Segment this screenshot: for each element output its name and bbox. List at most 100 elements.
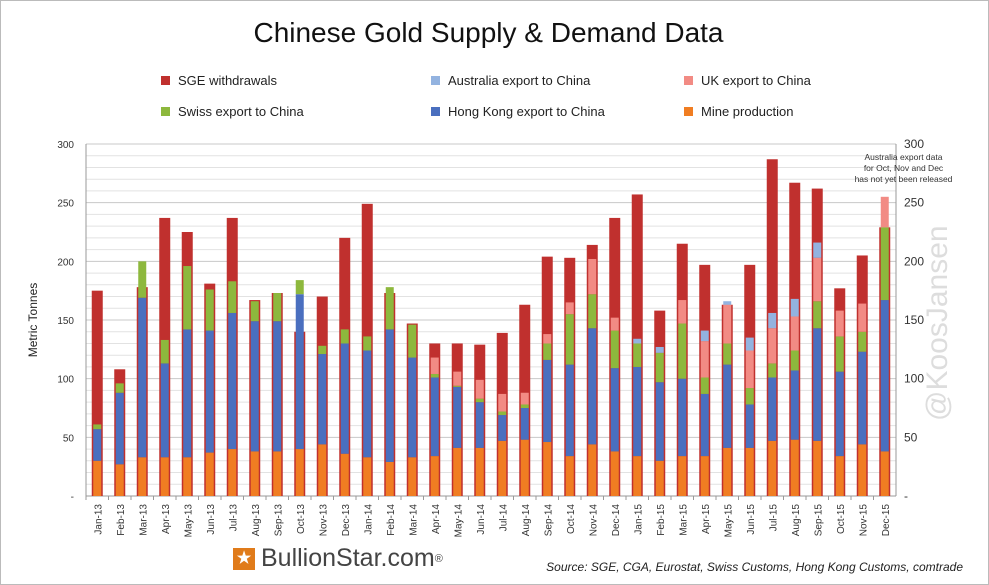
bar-australia-export-to-china	[655, 346, 664, 353]
bar-mine-production	[385, 461, 394, 496]
bar-mine-production	[543, 442, 552, 496]
bar-uk-export-to-china	[835, 310, 844, 337]
y-tick-label-right: 150	[904, 313, 924, 327]
bar-swiss-export-to-china	[160, 339, 169, 364]
x-tick-label: May-13	[183, 504, 194, 538]
bar-mine-production	[835, 456, 844, 496]
bar-hong-kong-export-to-china	[835, 371, 844, 457]
bar-swiss-export-to-china	[183, 266, 192, 330]
x-tick-label: Oct-14	[566, 504, 577, 534]
bar-swiss-export-to-china	[700, 377, 709, 394]
y-tick-label-left: 300	[57, 140, 74, 151]
bar-mine-production	[160, 457, 169, 496]
bar-mine-production	[655, 460, 664, 496]
bar-hong-kong-export-to-china	[408, 357, 417, 458]
bar-swiss-export-to-china	[295, 280, 304, 295]
x-tick-label: Aug-15	[791, 504, 802, 537]
bar-australia-export-to-china	[633, 338, 642, 344]
bar-hong-kong-export-to-china	[250, 321, 259, 452]
x-tick-label: Apr-15	[701, 504, 712, 534]
bar-australia-export-to-china	[745, 337, 754, 351]
bar-mine-production	[768, 440, 777, 496]
bar-swiss-export-to-china	[723, 343, 732, 365]
bar-swiss-export-to-china	[115, 383, 124, 393]
annotation-line: has not yet been released	[854, 174, 953, 184]
bar-mine-production	[880, 451, 889, 496]
bar-hong-kong-export-to-china	[475, 402, 484, 448]
bar-swiss-export-to-china	[543, 343, 552, 360]
bar-mine-production	[408, 457, 417, 496]
bar-uk-export-to-china	[588, 258, 597, 295]
bar-uk-export-to-china	[475, 379, 484, 399]
bar-mine-production	[363, 457, 372, 496]
logo-registered: ®	[434, 552, 443, 565]
bar-australia-export-to-china	[768, 312, 777, 329]
bar-mine-production	[138, 457, 147, 496]
bar-swiss-export-to-china	[790, 350, 799, 371]
bar-mine-production	[790, 439, 799, 496]
bar-uk-export-to-china	[498, 393, 507, 412]
x-tick-label: Sep-15	[813, 504, 824, 537]
x-tick-label: Dec-13	[341, 504, 352, 537]
bar-sge-withdrawals	[91, 290, 103, 496]
bar-uk-export-to-china	[858, 303, 867, 332]
y-tick-label-right: -	[904, 489, 908, 503]
legend-label: Australia export to China	[448, 73, 591, 88]
bar-hong-kong-export-to-china	[700, 393, 709, 457]
y-tick-label-left: -	[71, 492, 74, 503]
bar-hong-kong-export-to-china	[723, 364, 732, 448]
bar-swiss-export-to-china	[835, 336, 844, 372]
bar-uk-export-to-china	[768, 328, 777, 364]
legend-swatch	[161, 107, 170, 116]
bar-swiss-export-to-china	[250, 301, 259, 322]
bar-hong-kong-export-to-china	[138, 297, 147, 458]
bar-swiss-export-to-china	[880, 227, 889, 301]
bar-swiss-export-to-china	[633, 343, 642, 367]
bar-hong-kong-export-to-china	[228, 312, 237, 450]
bar-mine-production	[115, 464, 124, 496]
bar-hong-kong-export-to-china	[745, 404, 754, 448]
bar-swiss-export-to-china	[520, 404, 529, 408]
annotation-line: Australia export data	[864, 152, 943, 162]
bar-hong-kong-export-to-china	[318, 354, 327, 445]
bar-hong-kong-export-to-china	[858, 351, 867, 445]
bar-swiss-export-to-china	[205, 289, 214, 331]
bar-uk-export-to-china	[543, 334, 552, 344]
legend-item: SGE withdrawals	[161, 73, 277, 88]
bar-swiss-export-to-china	[453, 385, 462, 387]
bar-swiss-export-to-china	[273, 293, 282, 322]
bar-australia-export-to-china	[700, 330, 709, 342]
bar-hong-kong-export-to-china	[205, 330, 214, 453]
bar-australia-export-to-china	[813, 242, 822, 258]
x-tick-label: Feb-15	[656, 504, 667, 536]
logo-icon: ★	[233, 547, 255, 570]
bar-hong-kong-export-to-china	[183, 329, 192, 458]
bar-mine-production	[273, 451, 282, 496]
bar-hong-kong-export-to-china	[385, 329, 394, 462]
y-tick-label-right: 200	[904, 254, 924, 268]
annotation-line: for Oct, Nov and Dec	[863, 163, 944, 173]
legend-item: Australia export to China	[431, 73, 590, 88]
bar-hong-kong-export-to-china	[93, 429, 102, 461]
bar-swiss-export-to-china	[858, 331, 867, 352]
annotation-note: Australia export data for Oct, Nov and D…	[846, 152, 961, 185]
x-tick-label: May-14	[453, 504, 464, 538]
bar-hong-kong-export-to-china	[453, 386, 462, 448]
bar-hong-kong-export-to-china	[295, 294, 304, 450]
bar-swiss-export-to-china	[475, 398, 484, 403]
bar-uk-export-to-china	[813, 257, 822, 302]
x-tick-label: Jun-14	[476, 504, 487, 535]
bar-swiss-export-to-china	[408, 324, 417, 358]
bar-mine-production	[520, 439, 529, 496]
bar-mine-production	[250, 451, 259, 496]
bar-uk-export-to-china	[700, 341, 709, 378]
logo-text: BullionStar.com	[261, 544, 435, 572]
bar-mine-production	[318, 444, 327, 496]
bar-mine-production	[588, 444, 597, 496]
bar-australia-export-to-china	[790, 298, 799, 317]
x-tick-label: Nov-14	[588, 504, 599, 537]
bar-swiss-export-to-china	[813, 301, 822, 329]
legend-swatch	[684, 107, 693, 116]
bar-hong-kong-export-to-china	[430, 377, 439, 457]
